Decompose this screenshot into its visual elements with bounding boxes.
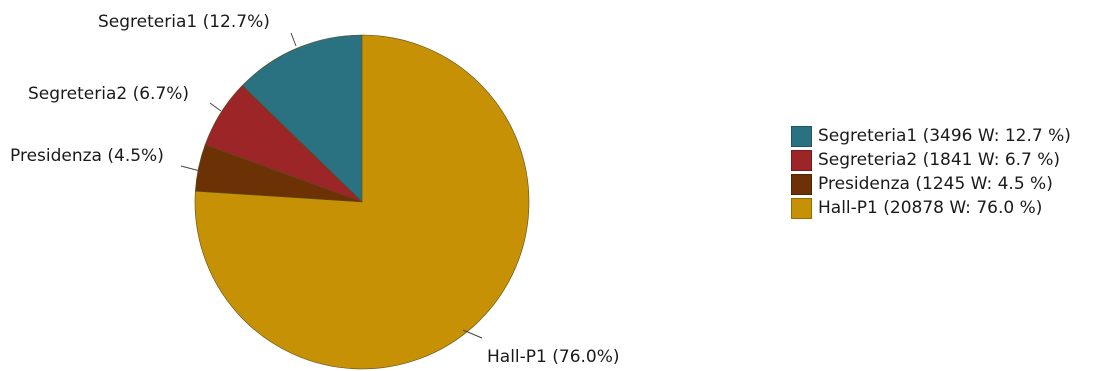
legend-item-presidenza: Presidenza (1245 W: 4.5 %) (791, 172, 1110, 196)
leader-line-hall-p1 (462, 329, 483, 339)
legend-label: Segreteria1 (3496 W: 12.7 %) (818, 126, 1071, 146)
legend-swatch (791, 173, 812, 195)
slice-label-segreteria2: Segreteria2 (6.7%) (28, 84, 189, 104)
legend: Segreteria1 (3496 W: 12.7 %) Segreteria2 … (791, 124, 1110, 220)
leader-line-segreteria2 (209, 102, 222, 112)
legend-label: Presidenza (1245 W: 4.5 %) (818, 174, 1053, 194)
legend-swatch (791, 125, 812, 147)
legend-label: Hall-P1 (20878 W: 76.0 %) (818, 198, 1043, 218)
legend-item-segreteria2: Segreteria2 (1841 W: 6.7 %) (791, 148, 1110, 172)
pie-chart: Segreteria1 (12.7%) Segreteria2 (6.7%) Pre… (10, 12, 620, 370)
slice-label-presidenza: Presidenza (4.5%) (10, 146, 164, 166)
pie-slice-segreteria1 (241, 34, 363, 203)
pie-labels: Segreteria1 (12.7%) Segreteria2 (6.7%) Pre… (10, 12, 620, 367)
slice-label-hall-p1: Hall-P1 (76.0%) (487, 347, 620, 367)
legend-swatch (791, 197, 812, 219)
slice-label-segreteria1: Segreteria1 (12.7%) (98, 12, 270, 32)
leader-line-segreteria1 (290, 32, 297, 47)
leader-line-presidenza (180, 165, 201, 172)
legend-item-hall-p1: Hall-P1 (20878 W: 76.0 %) (791, 196, 1110, 220)
legend-swatch (791, 149, 812, 171)
legend-item-segreteria1: Segreteria1 (3496 W: 12.7 %) (791, 124, 1110, 148)
pie-slices (194, 34, 530, 370)
pie-slice-hall-p1 (194, 34, 530, 370)
legend-label: Segreteria2 (1841 W: 6.7 %) (818, 150, 1061, 170)
